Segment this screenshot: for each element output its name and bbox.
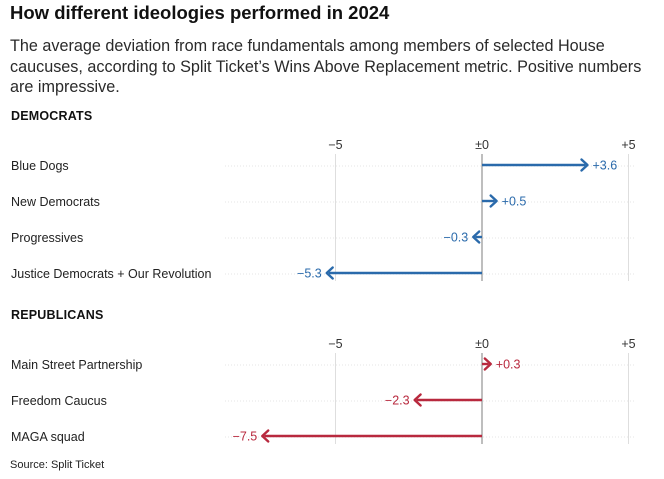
chart-subtitle: The average deviation from race fundamen… [10, 37, 642, 96]
arrow-head-blue-dogs [580, 158, 589, 172]
arrow-head-progressives [472, 230, 481, 244]
source-note: Source: Split Ticket [10, 459, 105, 471]
value-label-main-street-partnership: +0.3 [496, 358, 521, 372]
x-tick-label: +5 [621, 337, 635, 351]
value-label-freedom-caucus: −2.3 [385, 394, 410, 408]
x-tick-label: ±0 [475, 138, 489, 152]
category-label-freedom-caucus: Freedom Caucus [11, 394, 107, 408]
value-label-new-democrats: +0.5 [502, 195, 527, 209]
x-tick-label: −5 [328, 337, 342, 351]
arrow-head-main-street-partnership [483, 357, 492, 371]
x-tick-label: +5 [621, 138, 635, 152]
republicans-header: REPUBLICANS [11, 308, 104, 322]
arrow-head-new-democrats [489, 194, 498, 208]
category-label-justice-democrats-our-revolution: Justice Democrats + Our Revolution [11, 267, 211, 281]
democrats-chart: −5 ±0 +5 Blue Dogs +3.6 New Democrats +0.5 Prog… [11, 138, 636, 281]
category-label-main-street-partnership: Main Street Partnership [11, 358, 142, 372]
value-label-justice-democrats-our-revolution: −5.3 [297, 267, 322, 281]
x-tick-label: −5 [328, 138, 342, 152]
chart-title: How different ideologies performed in 20… [10, 2, 390, 23]
value-label-progressives: −0.3 [444, 231, 469, 245]
category-label-maga-squad: MAGA squad [11, 430, 85, 444]
arrow-head-justice-democrats-our-revolution [325, 266, 334, 280]
value-label-maga-squad: −7.5 [233, 430, 258, 444]
arrow-head-maga-squad [261, 429, 270, 443]
x-tick-label: ±0 [475, 337, 489, 351]
category-label-blue-dogs: Blue Dogs [11, 159, 69, 173]
arrow-head-freedom-caucus [413, 393, 422, 407]
value-label-blue-dogs: +3.6 [592, 159, 617, 173]
republicans-chart: −5 ±0 +5 Main Street Partnership +0.3 Freedom… [11, 337, 636, 444]
category-label-new-democrats: New Democrats [11, 195, 100, 209]
democrats-header: DEMOCRATS [11, 109, 93, 123]
category-label-progressives: Progressives [11, 231, 83, 245]
